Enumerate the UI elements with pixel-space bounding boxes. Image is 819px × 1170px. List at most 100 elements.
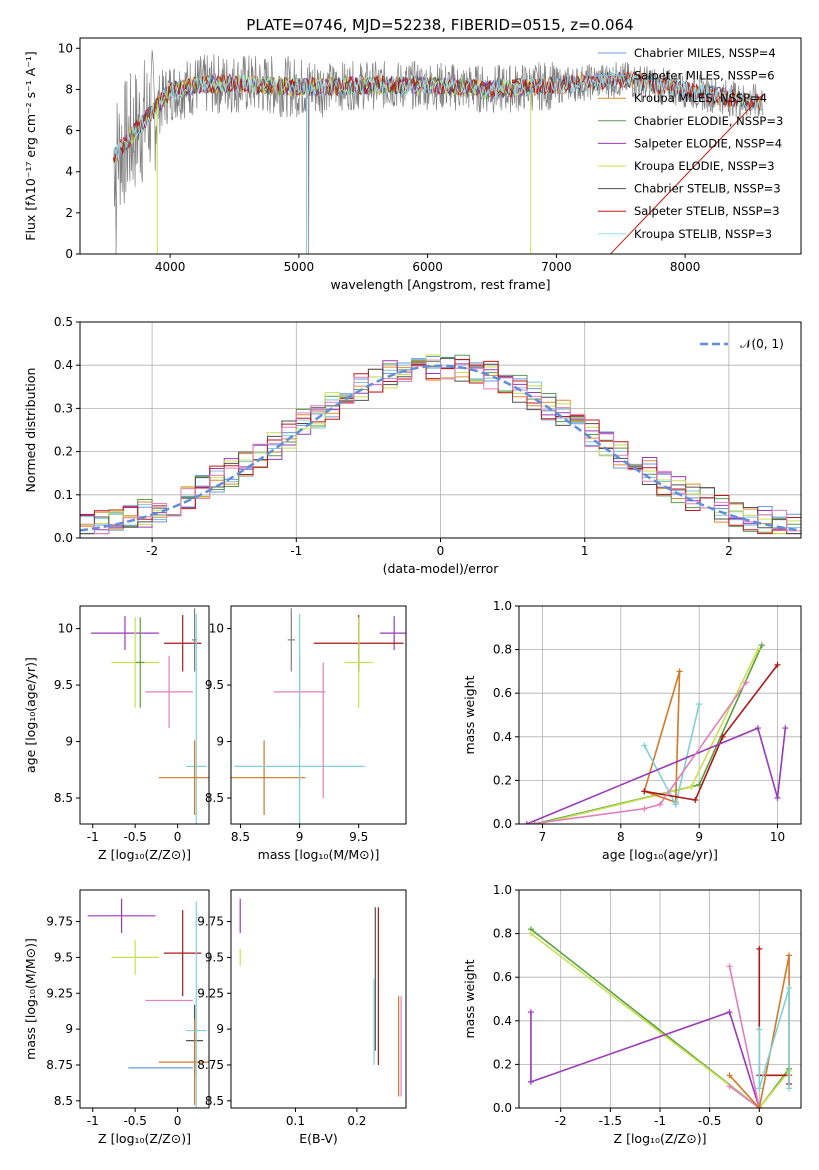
x-tick-label: 7 (539, 830, 547, 844)
legend-label: Chabrier STELIB, NSSP=3 (634, 182, 781, 196)
figure-title: PLATE=0746, MJD=52238, FIBERID=0515, z=0… (246, 16, 633, 34)
y-tick-label: 1.0 (493, 599, 512, 613)
marker (531, 821, 538, 824)
legend-label: Kroupa ELODIE, NSSP=3 (634, 159, 775, 173)
y-tick-label: 0.8 (493, 643, 512, 657)
x-tick-label: 7000 (541, 260, 572, 274)
legend-label: 𝒩(0, 1) (740, 337, 784, 351)
legend-label: Chabrier MILES, NSSP=4 (634, 46, 776, 60)
x-axis-label: wavelength [Angstrom, rest frame] (330, 277, 550, 292)
y-tick-label: 9.25 (197, 986, 224, 1000)
marker (535, 821, 542, 824)
x-tick-label: -0.5 (123, 1114, 146, 1128)
y-tick-label: 0.5 (54, 315, 73, 329)
marker (641, 805, 648, 812)
weight-series-line (530, 932, 790, 1108)
y-tick-label: 0.4 (493, 730, 512, 744)
weight-series-line (530, 928, 790, 1108)
model-spectrum-line (113, 75, 532, 161)
y-tick-label: 0.3 (54, 401, 73, 415)
y-tick-label: 0.2 (493, 773, 512, 787)
y-tick-label: 8 (65, 82, 73, 96)
y-tick-label: 9.5 (54, 678, 73, 692)
y-tick-label: 9.75 (46, 915, 73, 929)
plot-area (91, 608, 209, 824)
y-tick-label: 10 (58, 622, 73, 636)
x-tick-label: 0.1 (286, 1114, 305, 1128)
y-tick-label: 1.0 (493, 883, 512, 897)
marker (696, 701, 703, 708)
x-tick-label: 9 (695, 830, 703, 844)
marker (527, 821, 534, 824)
x-tick-label: 8 (617, 830, 625, 844)
x-axis-label: (data-model)/error (383, 561, 500, 576)
panel-weight-vs-z: -2 -1.5 -1 -0.5 0 0.0 0.2 0.4 0.6 0.8 1.0 Z [log₁₀(… (462, 883, 802, 1146)
marker (774, 661, 781, 668)
x-tick-label: -1 (87, 1114, 99, 1128)
weight-series-line (728, 966, 761, 1108)
axes-frame (230, 605, 407, 825)
marker (726, 1072, 733, 1079)
y-tick-label: 2 (65, 206, 73, 220)
x-tick-label: 0 (437, 544, 445, 558)
marker (688, 783, 695, 790)
marker (719, 733, 726, 740)
x-tick-label: 9.5 (349, 830, 368, 844)
x-tick-label: -1 (87, 830, 99, 844)
y-axis-label: Flux [fλ10⁻¹⁷ erg cm⁻² s⁻¹ A⁻¹] (23, 51, 38, 240)
y-tick-label: 10 (58, 41, 73, 55)
y-tick-label: 0.6 (493, 970, 512, 984)
plot-area (80, 354, 801, 535)
weight-series-line (530, 1011, 761, 1108)
x-tick-label: 10 (770, 830, 785, 844)
panel-residual-hist: -2 -1 0 1 2 0.0 0.1 0.2 0.3 0.4 0.5 (data-model)/er… (23, 315, 802, 576)
plot-area (239, 898, 402, 1097)
y-tick-label: 0.4 (54, 358, 73, 372)
plot-area (527, 926, 793, 1108)
x-tick-label: -1 (290, 544, 302, 558)
marker (754, 646, 761, 653)
marker (756, 1085, 763, 1092)
marker (527, 1009, 534, 1016)
y-tick-label: 8.75 (197, 1058, 224, 1072)
marker (726, 1083, 733, 1090)
panel-age-vs-mass: 8.5 9 9.5 8.5 9 9.5 10 mass [log₁₀(M/M⊙)] (205, 605, 407, 862)
panel-mass-vs-z: -1 -0.5 0 8.5 8.75 9 9.25 9.5 9.75 Z [log₁₀(Z/Z⊙)… (23, 889, 210, 1146)
y-tick-label: 0.6 (493, 686, 512, 700)
marker (657, 801, 663, 808)
x-axis-label: Z [log₁₀(Z/Z⊙)] (614, 1131, 707, 1146)
marker (756, 1026, 763, 1033)
x-tick-label: 8000 (670, 260, 701, 274)
marker (786, 985, 793, 992)
y-tick-label: 10 (209, 622, 224, 636)
x-tick-label: -2 (555, 1114, 567, 1128)
marker (774, 794, 781, 801)
x-tick-label: -0.5 (123, 830, 146, 844)
model-spectrum-line (113, 69, 763, 161)
legend-label: Salpeter MILES, NSSP=6 (634, 69, 775, 83)
weight-series-line (644, 664, 779, 801)
x-axis-label: Z [log₁₀(Z/Z⊙)] (98, 1131, 191, 1146)
x-axis-label: E(B-V) (299, 1131, 338, 1146)
y-tick-label: 9.25 (46, 986, 73, 1000)
marker (676, 668, 683, 675)
y-tick-label: 9 (216, 735, 224, 749)
plot-area (87, 898, 209, 1108)
y-axis-label: Normed distribution (23, 368, 38, 493)
weight-series-line (643, 703, 700, 807)
y-tick-label: 0.2 (493, 1057, 512, 1071)
marker (726, 1009, 733, 1016)
y-tick-label: 0 (65, 247, 73, 261)
weight-series-line (758, 948, 790, 1085)
y-tick-label: 8.5 (205, 1094, 224, 1108)
marker (527, 1078, 534, 1085)
x-axis-label: Z [log₁₀(Z/Z⊙)] (98, 847, 191, 862)
y-tick-label: 9 (65, 735, 73, 749)
y-tick-label: 0.0 (54, 531, 73, 545)
axes-frame (230, 889, 407, 1109)
y-axis-label: mass [log₁₀(M/M⊙)] (23, 938, 38, 1060)
normal-curve (80, 364, 801, 532)
y-tick-label: 0.8 (493, 927, 512, 941)
